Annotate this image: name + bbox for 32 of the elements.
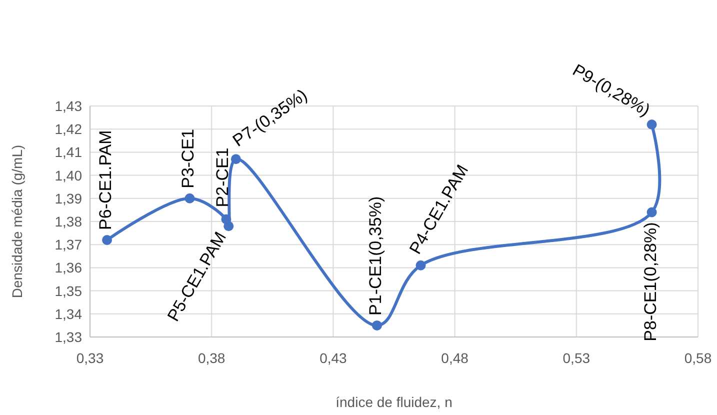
y-tick-label: 1,39 xyxy=(54,190,82,206)
annotation: P1-CE1(0,35%) xyxy=(366,196,385,316)
point xyxy=(646,119,657,130)
y-tick-label: 1,33 xyxy=(54,329,82,345)
point xyxy=(224,221,234,232)
x-tick-label: 0,43 xyxy=(320,350,348,366)
y-tick-label: 1,36 xyxy=(54,260,82,276)
point xyxy=(184,193,195,204)
point xyxy=(416,260,426,270)
x-axis-title: índice de fluidez, n xyxy=(336,394,452,410)
y-tick-label: 1,42 xyxy=(54,121,82,138)
y-axis-title: Densidade média (g/mL) xyxy=(9,144,25,298)
y-tick-label: 1,37 xyxy=(54,236,82,253)
annotation: P2-CE1 xyxy=(213,148,232,208)
y-tick-label: 1,40 xyxy=(54,167,82,184)
point xyxy=(102,234,112,245)
annotation: P3-CE1 xyxy=(178,128,198,188)
y-tick-label: 1,35 xyxy=(54,282,82,299)
point xyxy=(372,320,382,330)
y-tick-label: 1,41 xyxy=(54,144,82,160)
x-tick-label: 0,48 xyxy=(441,350,469,366)
x-tick-label: 0,33 xyxy=(76,350,104,366)
x-tick-label: 0,53 xyxy=(562,350,590,366)
y-tick-label: 1,43 xyxy=(54,98,82,114)
x-tick-label: 0,58 xyxy=(684,350,712,366)
point xyxy=(230,154,241,164)
y-tick-label: 1,34 xyxy=(54,306,82,322)
y-tick-label: 1,38 xyxy=(54,214,82,230)
point xyxy=(646,207,657,218)
annotation: P6-CE1.PAM xyxy=(96,130,116,230)
annotation: P8-CE1(0,28%) xyxy=(640,222,660,342)
x-tick-label: 0,38 xyxy=(198,350,226,366)
